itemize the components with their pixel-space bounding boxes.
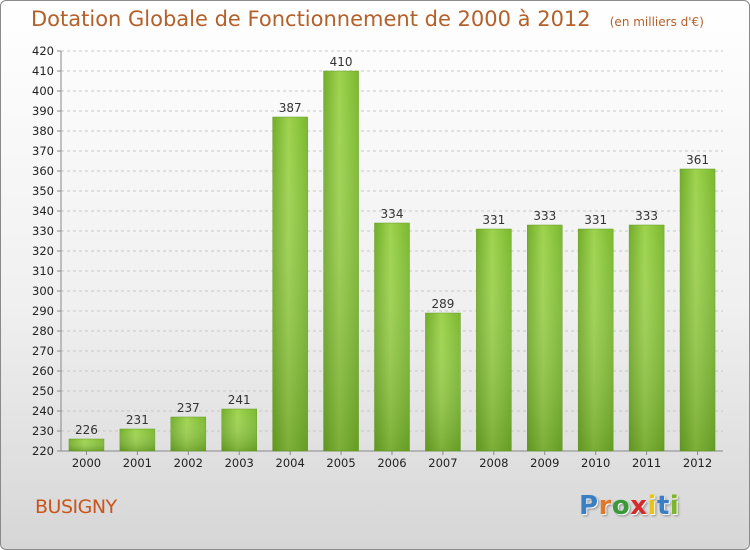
bar-shade — [527, 225, 563, 451]
bar-shade — [68, 439, 104, 451]
bar-shade — [272, 117, 308, 451]
y-tick-label: 370 — [32, 144, 54, 158]
x-tick-label: 2000 — [72, 456, 101, 470]
x-tick-label: 2004 — [276, 456, 305, 470]
y-tick-label: 410 — [32, 64, 54, 78]
commune-name: BUSIGNY — [35, 496, 117, 518]
x-tick-label: 2011 — [632, 456, 661, 470]
bar-value-label: 331 — [482, 213, 505, 227]
bar-value-label: 226 — [75, 423, 98, 437]
y-tick-label: 420 — [32, 44, 54, 58]
title-row: Dotation Globale de Fonctionnement de 20… — [31, 7, 704, 31]
bar-shade — [629, 225, 665, 451]
logo-letter: r — [598, 491, 612, 521]
logo-letter: o — [611, 491, 631, 521]
y-tick-label: 310 — [32, 264, 54, 278]
y-tick-label: 240 — [32, 404, 54, 418]
y-tick-label: 380 — [32, 124, 54, 138]
x-tick-label: 2009 — [530, 456, 559, 470]
bar-value-label: 231 — [126, 413, 149, 427]
y-tick-label: 400 — [32, 84, 54, 98]
axes: 220 230 240 250 260 270 280 290 300 310 320 330 340 3… — [32, 44, 723, 470]
chart-title: Dotation Globale de Fonctionnement de 20… — [31, 7, 591, 31]
y-tick-label: 290 — [32, 304, 54, 318]
x-tick-label: 2006 — [377, 456, 406, 470]
bar-value-label: 333 — [635, 209, 658, 223]
y-tick-label: 350 — [32, 184, 54, 198]
bar-value-label: 361 — [686, 153, 709, 167]
bar-shade — [221, 409, 257, 451]
x-tick-label: 2001 — [123, 456, 152, 470]
x-tick-label: 2010 — [581, 456, 610, 470]
bar-value-label: 241 — [228, 393, 251, 407]
x-tick-label: 2003 — [225, 456, 254, 470]
x-tick-label: 2007 — [428, 456, 457, 470]
bar-shade — [680, 169, 716, 451]
y-tick-label: 220 — [32, 444, 54, 458]
bar-shade — [578, 229, 614, 451]
x-tick-label: 2002 — [174, 456, 203, 470]
y-tick-label: 390 — [32, 104, 54, 118]
bar-shade — [476, 229, 512, 451]
logo-letter: P — [579, 491, 599, 521]
bar-value-label: 289 — [431, 297, 454, 311]
x-tick-label: 2012 — [683, 456, 712, 470]
bar-value-label: 331 — [584, 213, 607, 227]
bar-value-label: 410 — [330, 55, 353, 69]
logo-letter: i — [669, 491, 680, 521]
bar-value-label: 237 — [177, 401, 200, 415]
y-tick-label: 330 — [32, 224, 54, 238]
bar-shade — [170, 417, 206, 451]
chart-unit: (en milliers d'€) — [609, 15, 704, 29]
x-tick-label: 2008 — [479, 456, 508, 470]
logo-letter: x — [630, 491, 648, 521]
proxiti-logo: Proxiti — [579, 491, 679, 521]
y-tick-label: 340 — [32, 204, 54, 218]
bars — [68, 70, 716, 452]
bar-value-label: 387 — [279, 101, 302, 115]
logo-letter: i — [647, 491, 657, 521]
labels: 226 231 237 241 387 410 334 289 331 333 331 333 361 — [75, 55, 709, 437]
y-tick-label: 300 — [32, 284, 54, 298]
y-tick-label: 360 — [32, 164, 54, 178]
bar-shade — [323, 71, 359, 451]
bar-value-label: 334 — [381, 207, 404, 221]
y-tick-label: 270 — [32, 344, 54, 358]
y-tick-label: 230 — [32, 424, 54, 438]
x-tick-label: 2005 — [326, 456, 355, 470]
bar-shade — [425, 313, 461, 451]
bar-shade — [374, 223, 410, 451]
bar-value-label: 333 — [533, 209, 556, 223]
y-tick-label: 320 — [32, 244, 54, 258]
y-tick-label: 280 — [32, 324, 54, 338]
y-tick-label: 260 — [32, 364, 54, 378]
logo-letter: t — [656, 491, 670, 521]
bar-shade — [119, 429, 155, 451]
y-tick-label: 250 — [32, 384, 54, 398]
